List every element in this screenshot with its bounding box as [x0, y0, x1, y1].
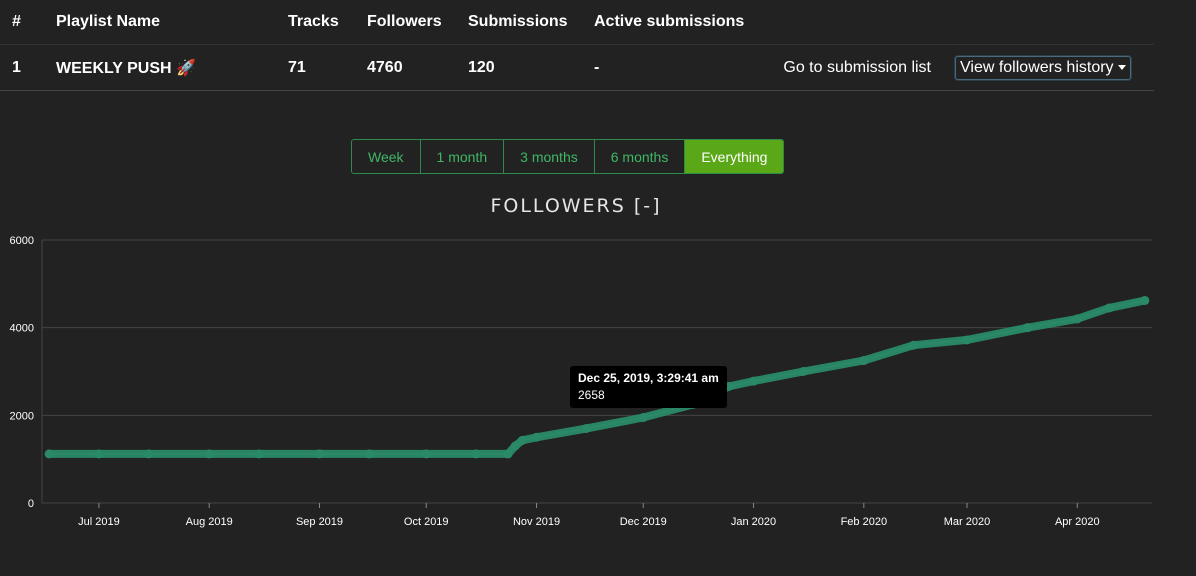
data-point[interactable]: [44, 449, 54, 459]
data-point[interactable]: [94, 449, 104, 459]
chevron-down-icon: [1117, 64, 1126, 70]
data-point[interactable]: [1104, 303, 1114, 313]
cell-playlist-name: WEEKLY PUSH 🚀: [44, 44, 276, 91]
x-tick-label: Jul 2019: [78, 516, 120, 528]
chart-tooltip: Dec 25, 2019, 3:29:41 am 2658: [570, 366, 727, 408]
data-point[interactable]: [204, 449, 214, 459]
data-point[interactable]: [1022, 323, 1032, 333]
x-tick-label: Sep 2019: [296, 516, 343, 528]
range-selector: Week 1 month 3 months 6 months Everythin…: [351, 139, 785, 174]
playlist-table: # Playlist Name Tracks Followers Submiss…: [0, 0, 1154, 91]
view-followers-history-dropdown[interactable]: View followers history: [955, 55, 1131, 80]
series-marker-band: [45, 296, 1149, 458]
x-axis-ticks: Jul 2019 Aug 2019 Sep 2019 Oct 2019 Nov 2019…: [78, 503, 1100, 528]
column-header-active-submissions: Active submissions: [582, 0, 764, 45]
x-tick-label: Feb 2020: [841, 516, 887, 528]
data-point[interactable]: [503, 449, 513, 459]
x-tick-label: Dec 2019: [620, 516, 667, 528]
data-point[interactable]: [1072, 314, 1082, 324]
column-header-followers: Followers: [355, 0, 456, 45]
y-tick-label: 0: [28, 498, 34, 510]
data-point[interactable]: [315, 449, 324, 459]
range-button-everything[interactable]: Everything: [685, 140, 784, 173]
data-point[interactable]: [909, 340, 919, 350]
tooltip-value: 2658: [578, 388, 605, 402]
y-axis-ticks: 0 2000 4000 6000: [10, 235, 34, 510]
x-tick-label: Aug 2019: [186, 516, 233, 528]
y-tick-label: 4000: [10, 323, 34, 335]
column-header-tracks: Tracks: [276, 0, 355, 45]
column-header-index: #: [0, 0, 44, 45]
cell-followers: 4760: [355, 44, 456, 91]
cell-tracks: 71: [276, 44, 355, 91]
data-point[interactable]: [421, 449, 431, 459]
cell-active-submissions: -: [582, 44, 764, 91]
data-point[interactable]: [144, 449, 154, 459]
go-to-submission-list-link[interactable]: Go to submission list: [783, 58, 931, 76]
data-point[interactable]: [471, 449, 481, 459]
y-tick-label: 6000: [10, 235, 34, 247]
column-header-submissions: Submissions: [456, 0, 582, 45]
cell-submission-link: Go to submission list: [764, 44, 943, 91]
cell-history: View followers history: [943, 44, 1154, 91]
y-tick-label: 2000: [10, 410, 34, 422]
x-tick-label: Jan 2020: [731, 516, 776, 528]
table-header-row: # Playlist Name Tracks Followers Submiss…: [0, 0, 1154, 45]
data-point[interactable]: [638, 413, 648, 423]
x-tick-label: Apr 2020: [1055, 516, 1100, 528]
data-point[interactable]: [254, 449, 264, 459]
x-tick-label: Oct 2019: [404, 516, 449, 528]
range-button-6-months[interactable]: 6 months: [595, 140, 686, 173]
data-point[interactable]: [749, 376, 759, 386]
column-header-history: [943, 0, 1154, 45]
x-tick-label: Nov 2019: [513, 516, 560, 528]
x-tick-label: Mar 2020: [944, 516, 990, 528]
tooltip-date: Dec 25, 2019, 3:29:41 am: [578, 371, 719, 385]
range-button-3-months[interactable]: 3 months: [504, 140, 595, 173]
chart-series: [44, 295, 1150, 459]
chart-title: FOLLOWERS [-]: [490, 195, 662, 217]
range-button-week[interactable]: Week: [352, 140, 421, 173]
data-point[interactable]: [581, 423, 591, 433]
data-point[interactable]: [1140, 295, 1150, 305]
column-header-actions: [764, 0, 943, 45]
table-row: 1 WEEKLY PUSH 🚀 71 4760 120 - Go to subm…: [0, 44, 1154, 91]
data-point[interactable]: [859, 356, 869, 366]
data-point[interactable]: [364, 449, 374, 459]
data-point[interactable]: [510, 441, 520, 451]
data-point[interactable]: [532, 432, 542, 442]
column-header-playlist-name: Playlist Name: [44, 0, 276, 45]
data-point[interactable]: [798, 367, 808, 376]
range-button-1-month[interactable]: 1 month: [421, 140, 505, 173]
cell-index: 1: [0, 44, 44, 91]
view-followers-history-label: View followers history: [960, 58, 1114, 76]
data-point[interactable]: [962, 335, 972, 345]
data-point[interactable]: [517, 435, 527, 445]
cell-submissions: 120: [456, 44, 582, 91]
